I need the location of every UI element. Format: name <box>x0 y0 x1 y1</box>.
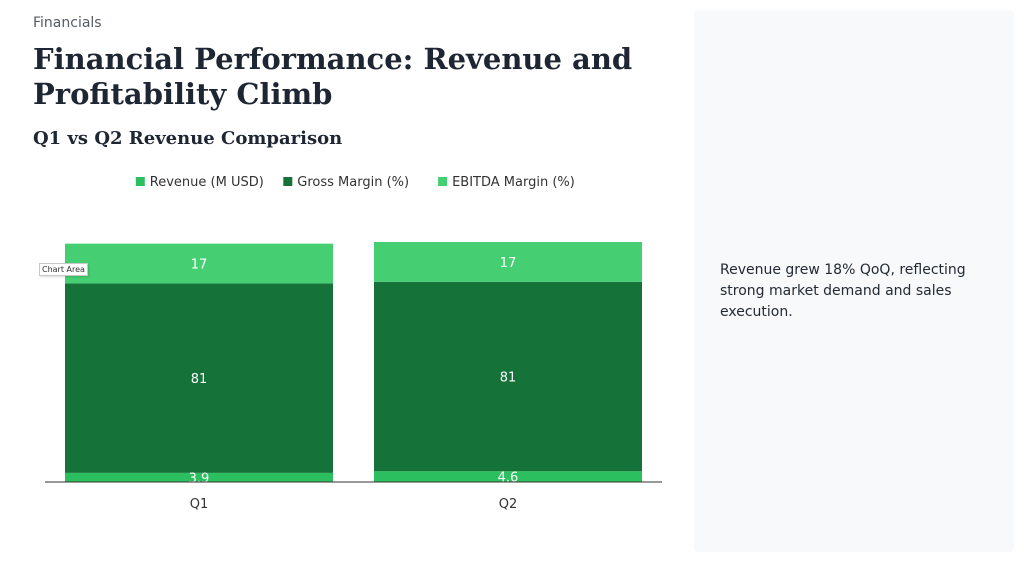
bar-q2-ebitda-margin <box>374 242 642 282</box>
chart-container[interactable]: Revenue (M USD) Gross Margin (%) EBITDA Ma… <box>0 160 690 530</box>
insight-panel: Revenue grew 18% QoQ, reflecting strong … <box>694 10 1014 552</box>
legend-swatch-gross-margin <box>283 177 293 186</box>
legend-label-revenue-m-usd: Revenue (M USD) <box>150 175 264 190</box>
data-label-q2-revenue-m-usd: 4.6 <box>498 471 519 486</box>
legend-swatch-revenue-m-usd <box>135 177 145 186</box>
legend-swatch-ebitda-margin <box>438 177 448 186</box>
bar-q1-gross-margin <box>65 283 333 473</box>
data-label-q1-gross-margin: 81 <box>191 372 208 387</box>
data-label-q1-revenue-m-usd: 3.9 <box>189 471 210 486</box>
legend-item-revenue-m-usd[interactable]: Revenue (M USD) <box>135 175 264 190</box>
x-tick-label-q2: Q2 <box>499 497 518 512</box>
legend-item-gross-margin[interactable]: Gross Margin (%) <box>283 175 409 190</box>
page-title: Financial Performance: Revenue and Profi… <box>33 42 633 111</box>
insight-text: Revenue grew 18% QoQ, reflecting strong … <box>720 262 966 320</box>
bar-q2-gross-margin <box>374 281 642 472</box>
legend-label-ebitda-margin: EBITDA Margin (%) <box>452 175 575 190</box>
legend-label-gross-margin: Gross Margin (%) <box>297 175 409 190</box>
data-label-q2-gross-margin: 81 <box>500 371 517 386</box>
chart-subtitle: Q1 vs Q2 Revenue Comparison <box>33 128 343 149</box>
chart-area-tooltip: Chart Area <box>39 263 88 276</box>
data-label-q2-ebitda-margin: 17 <box>500 256 517 271</box>
bar-q1-ebitda-margin <box>65 243 333 284</box>
bar-q1-revenue-m-usd <box>65 472 333 482</box>
legend-item-ebitda-margin[interactable]: EBITDA Margin (%) <box>438 175 575 190</box>
data-label-q1-ebitda-margin: 17 <box>191 258 208 273</box>
stacked-bar-chart: Revenue (M USD) Gross Margin (%) EBITDA Ma… <box>45 175 662 512</box>
section-label: Financials <box>33 15 102 31</box>
x-tick-label-q1: Q1 <box>190 497 209 512</box>
bar-q2-revenue-m-usd <box>374 471 642 482</box>
